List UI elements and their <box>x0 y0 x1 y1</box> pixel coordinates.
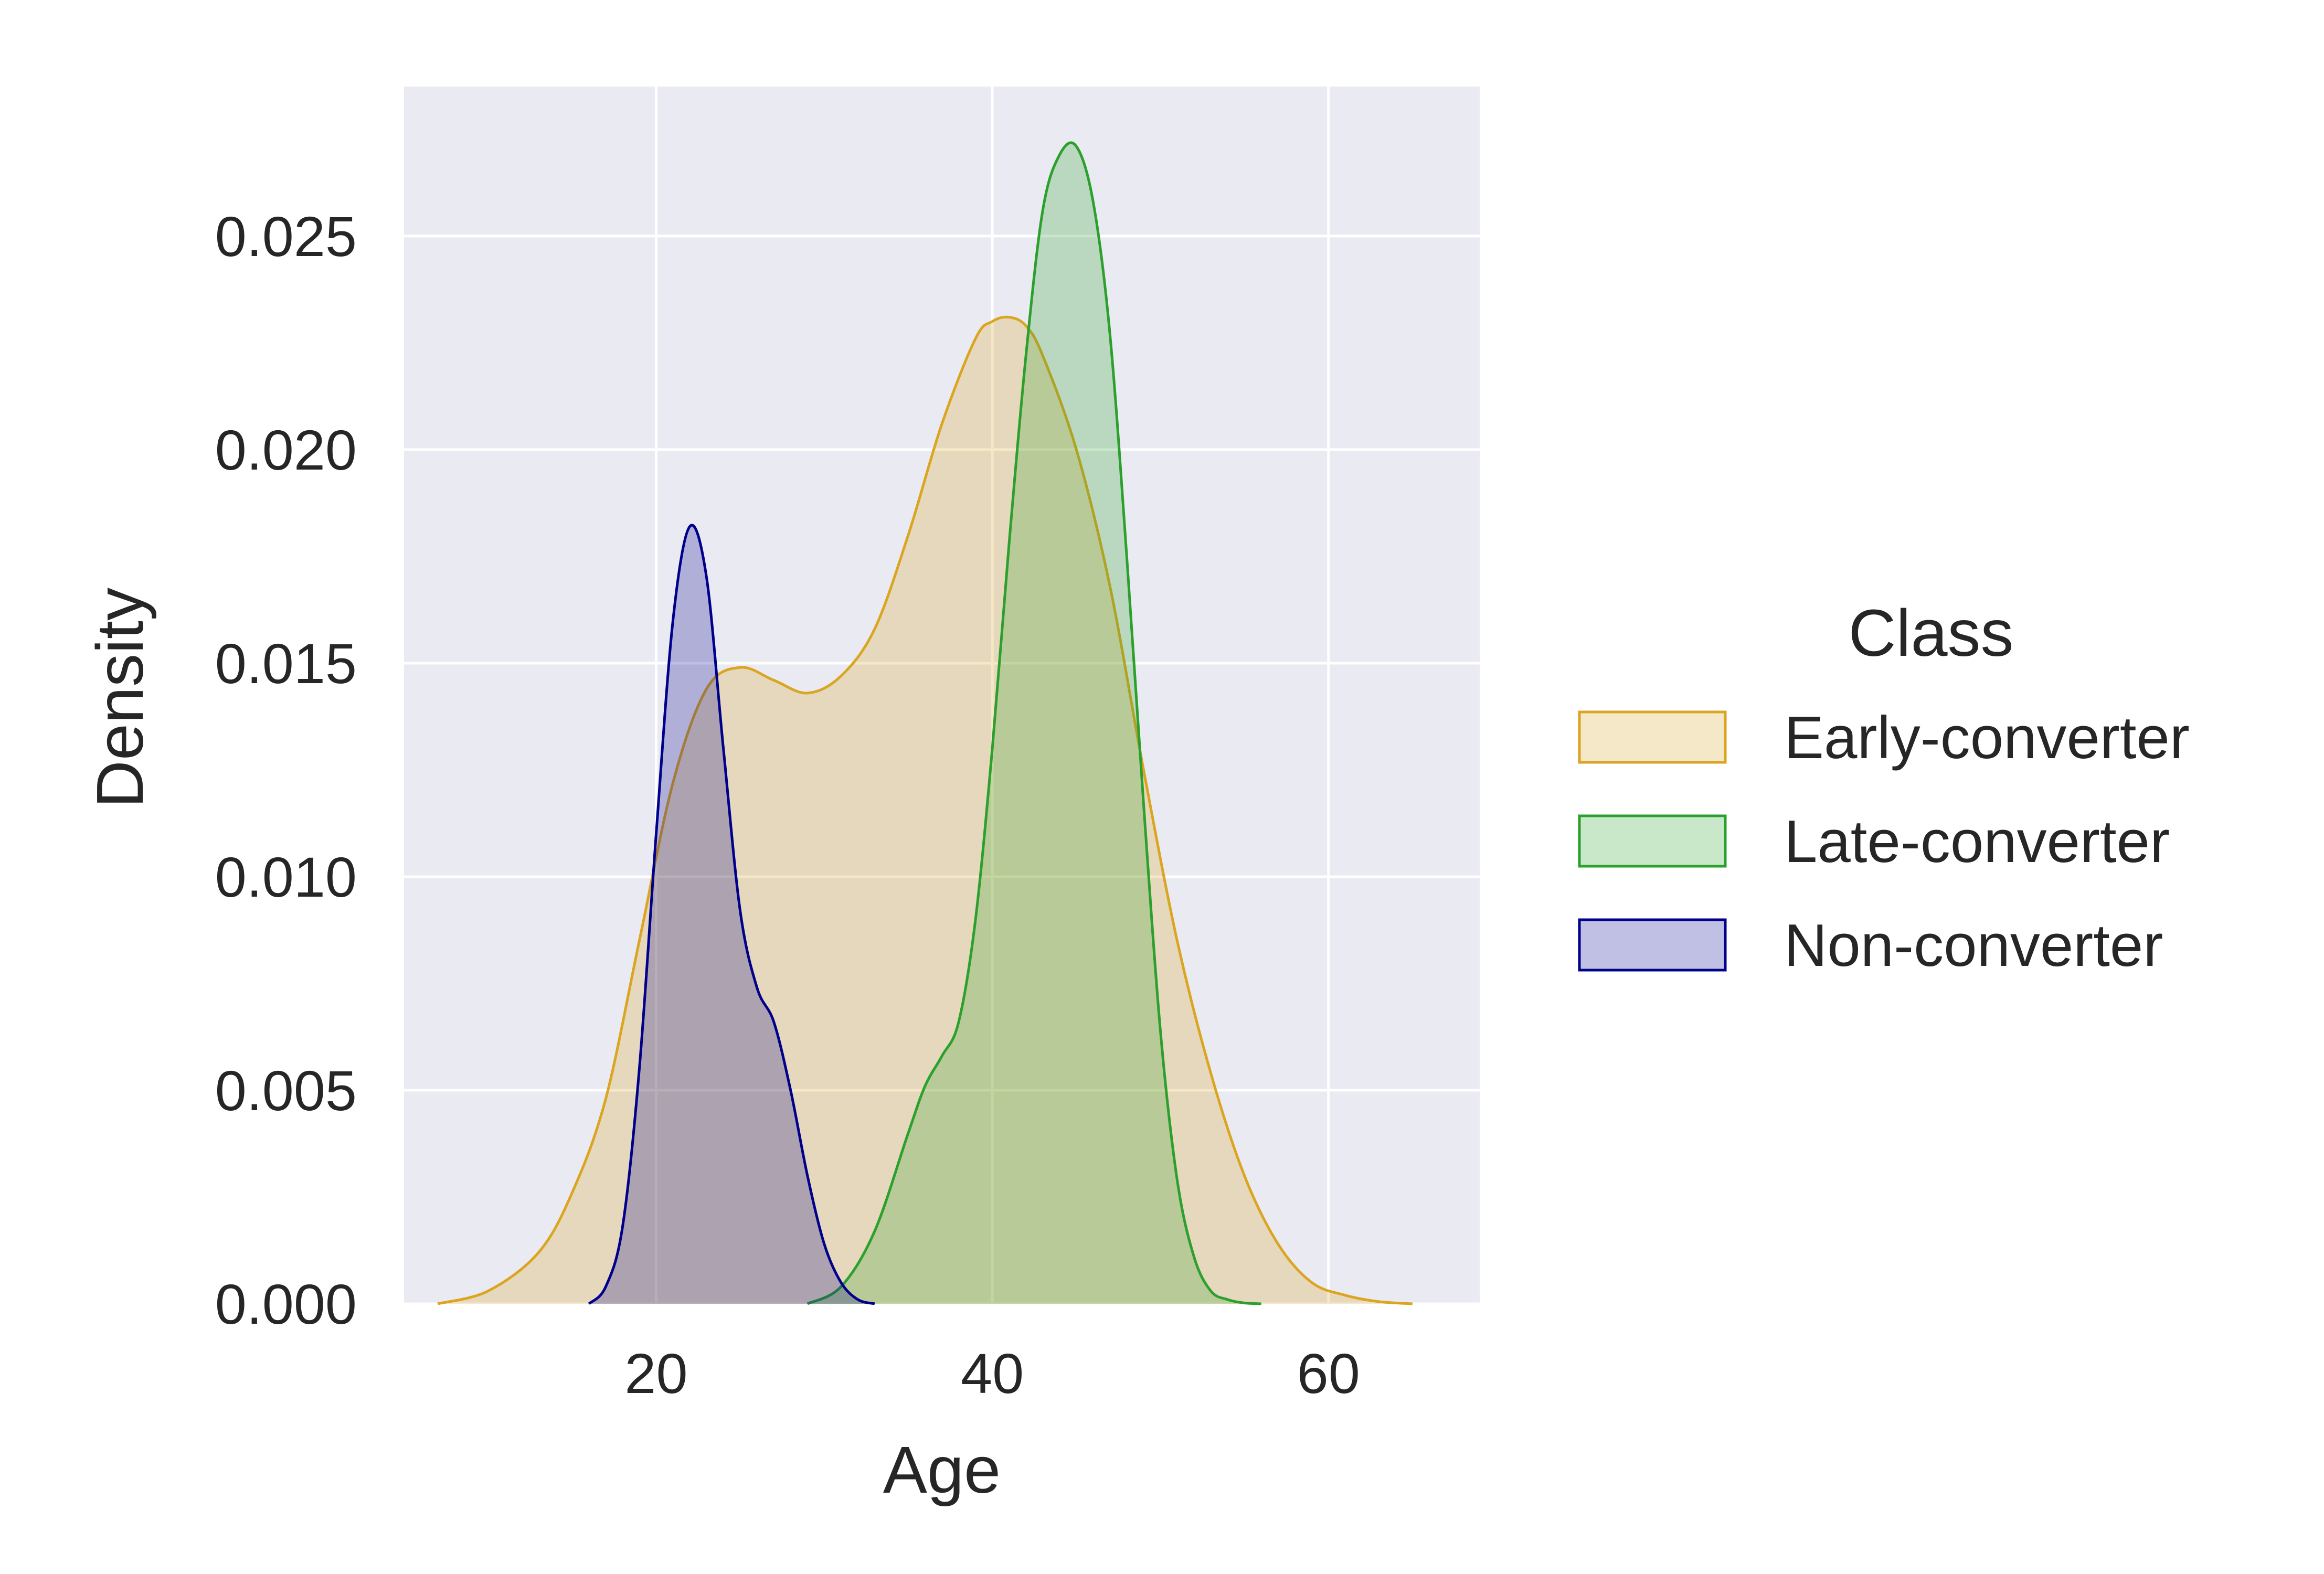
x-tick-label: 40 <box>961 1342 1024 1405</box>
grid-lines <box>404 87 1480 1305</box>
x-axis-title: Age <box>883 1433 1001 1507</box>
y-axis-title: Density <box>83 588 157 808</box>
line-non-converter <box>588 524 875 1305</box>
y-tick-label: 0.005 <box>215 1059 357 1122</box>
y-tick-labels: 0.000 0.005 0.010 0.015 0.020 0.025 <box>215 205 357 1336</box>
line-late-converter <box>806 141 1261 1305</box>
legend: Class Early-converter Late-converter Non-c… <box>1578 596 2190 979</box>
legend-label-early-converter: Early-converter <box>1784 705 2190 771</box>
y-tick-label: 0.020 <box>215 418 357 482</box>
x-tick-label: 60 <box>1297 1342 1360 1405</box>
x-tick-label: 20 <box>624 1342 687 1405</box>
legend-swatch-early-converter <box>1578 710 1727 764</box>
legend-title: Class <box>1848 596 2013 670</box>
legend-swatch-non-converter <box>1578 918 1727 972</box>
area-non-converter <box>589 525 875 1304</box>
line-early-converter <box>437 315 1413 1305</box>
legend-swatch-late-converter <box>1578 814 1727 868</box>
legend-label-late-converter: Late-converter <box>1784 809 2170 875</box>
plot-background <box>404 87 1480 1304</box>
y-tick-label: 0.015 <box>215 632 357 695</box>
x-tick-labels: 20 40 60 <box>624 1342 1360 1405</box>
area-early-converter <box>438 317 1413 1304</box>
area-late-converter <box>807 143 1261 1304</box>
legend-label-non-converter: Non-converter <box>1784 912 2163 979</box>
density-areas <box>437 141 1413 1305</box>
y-tick-label: 0.025 <box>215 205 357 268</box>
y-tick-label: 0.000 <box>215 1272 357 1336</box>
y-tick-label: 0.010 <box>215 845 357 909</box>
